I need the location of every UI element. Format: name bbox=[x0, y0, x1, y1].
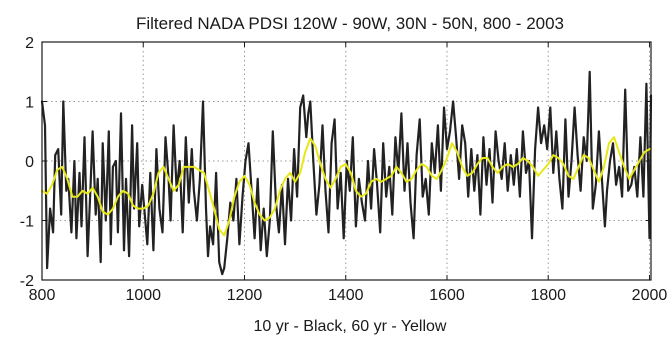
y-tick-label: 2 bbox=[25, 35, 34, 52]
series-10yr-line bbox=[40, 70, 653, 276]
series-60yr-line bbox=[41, 136, 652, 237]
x-tick-label: 1400 bbox=[328, 287, 364, 304]
tick-layer: 800 1000 1200 1400 1600 1800 2000 -2 -1 0 1 2 bbox=[20, 35, 668, 304]
chart-title: Filtered NADA PDSI 120W - 90W, 30N - 50N… bbox=[136, 14, 564, 33]
x-axis-label: 10 yr - Black, 60 yr - Yellow bbox=[254, 318, 447, 335]
x-tick-label: 1000 bbox=[125, 287, 161, 304]
x-tick-label: 1800 bbox=[530, 287, 566, 304]
x-tick-label: 1200 bbox=[227, 287, 263, 304]
x-tick-label: 2000 bbox=[632, 287, 668, 304]
series-layer bbox=[40, 70, 653, 276]
y-tick-label: -2 bbox=[20, 273, 34, 290]
y-tick-label: -1 bbox=[20, 214, 34, 231]
y-tick-label: 0 bbox=[25, 154, 34, 171]
grid-layer bbox=[42, 42, 651, 280]
x-tick-label: 1600 bbox=[429, 287, 465, 304]
x-tick-label: 800 bbox=[29, 287, 56, 304]
y-tick-label: 1 bbox=[25, 95, 34, 112]
